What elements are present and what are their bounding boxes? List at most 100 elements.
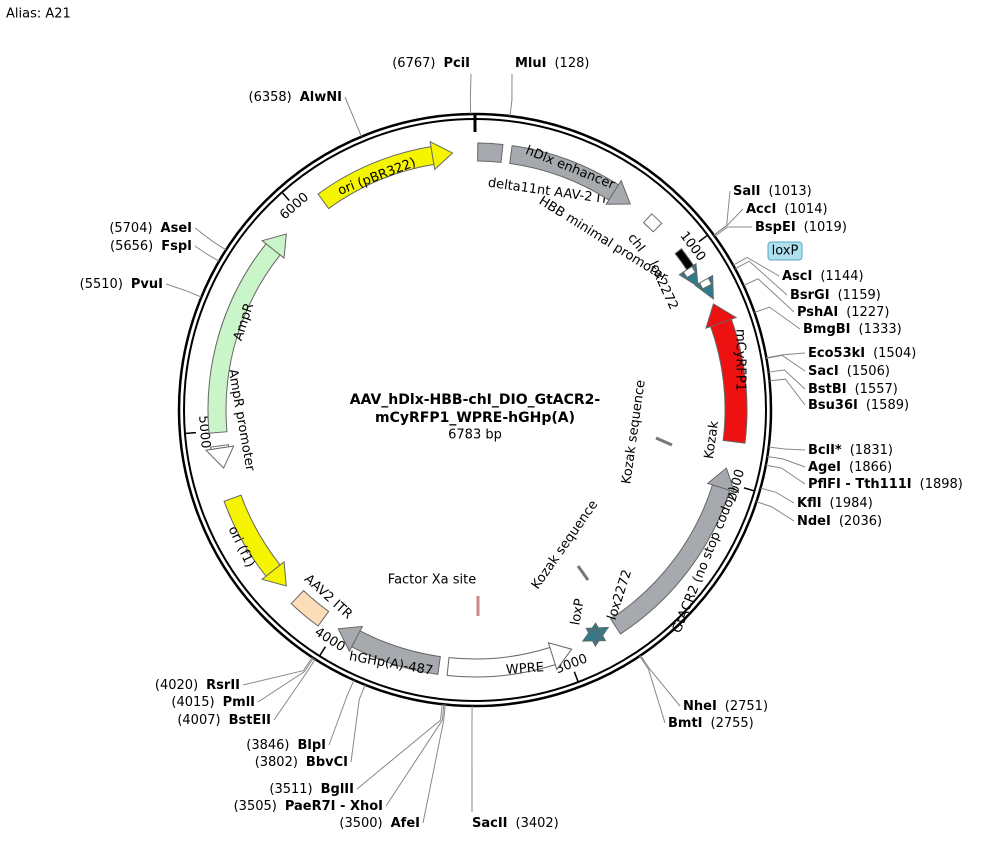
site-name: BstEII <box>229 713 271 728</box>
kozak-mark <box>576 565 590 581</box>
site-leader <box>194 227 227 251</box>
site-leader <box>756 501 795 522</box>
site-name: KflI <box>797 496 822 511</box>
tick-mark <box>318 646 327 657</box>
site-label: (4007) BstEII <box>177 713 271 728</box>
site-label: BmtI (2755) <box>668 716 754 731</box>
site-name: PaeR7I - XhoI <box>285 799 383 814</box>
site-position: (1333) <box>859 322 902 337</box>
site-name: BspEI <box>755 220 796 235</box>
site-label: Bsu36I (1589) <box>808 398 909 413</box>
site-leader <box>760 487 795 504</box>
site-label: (5656) FspI <box>110 239 192 254</box>
site-label: BsrGI (1159) <box>790 288 881 303</box>
feature-label-box <box>767 241 803 261</box>
site-leader <box>754 306 801 330</box>
map-title: AAV_hDlx-HBB-chI_DIO_GtACR2- <box>350 392 601 408</box>
site-position: (4020) <box>155 678 198 693</box>
tick-mark <box>573 671 579 683</box>
site-name: PvuI <box>131 277 163 292</box>
site-label: Eco53kI (1504) <box>808 346 916 361</box>
site-name: BclI* <box>808 443 842 458</box>
feature-shape <box>705 303 748 444</box>
feature-shape <box>207 233 287 434</box>
tick-label: 6000 <box>277 190 312 223</box>
site-leader <box>743 278 795 313</box>
site-name: BstBI <box>808 382 847 397</box>
site-position: (3505) <box>234 799 277 814</box>
site-leader <box>328 679 355 746</box>
feature-shape <box>581 622 607 642</box>
site-name: NdeI <box>797 514 831 529</box>
site-leader <box>194 245 220 262</box>
site-label: BclI* (1831) <box>808 443 893 458</box>
site-leader <box>509 73 513 117</box>
site-leader <box>713 208 744 236</box>
site-label: (3511) BglII <box>269 782 354 797</box>
alias: Alias: A21 <box>6 7 71 22</box>
site-name: FspI <box>161 239 192 254</box>
site-label: (3846) BlpI <box>246 738 326 753</box>
site-name: RsrII <box>206 678 240 693</box>
site-leader <box>769 378 806 406</box>
site-name: AfeI <box>391 816 420 831</box>
site-position: (1898) <box>920 477 963 492</box>
feature-shape <box>509 145 631 205</box>
tick-mark <box>698 234 709 243</box>
site-leader <box>165 283 202 298</box>
feature-label: AmpR promoter <box>225 368 258 473</box>
site-label: SacI (1506) <box>808 364 890 379</box>
feature-shape <box>204 444 235 469</box>
site-leader <box>768 446 806 451</box>
site-name: BmgBI <box>803 322 851 337</box>
site-position: (3402) <box>516 816 559 831</box>
feature-shape <box>642 213 663 233</box>
site-name: PflFI - Tth111I <box>808 477 912 492</box>
site-position: (4015) <box>171 695 214 710</box>
site-name: PciI <box>443 56 470 71</box>
site-position: (6767) <box>392 56 435 71</box>
feature-shape <box>317 140 454 210</box>
site-name: SacII <box>472 816 508 831</box>
site-name: PmlI <box>223 695 255 710</box>
site-leader <box>350 684 366 763</box>
site-label: SalI (1013) <box>733 184 812 199</box>
site-label: SacII (3402) <box>472 816 559 831</box>
site-leader <box>273 658 316 721</box>
site-leader <box>768 369 806 390</box>
site-name: PshAI <box>797 305 838 320</box>
site-label: (3500) AfeI <box>339 816 420 831</box>
site-name: SalI <box>733 184 760 199</box>
site-position: (5656) <box>110 239 153 254</box>
site-label: (4015) PmlI <box>171 695 255 710</box>
site-name: SacI <box>808 364 839 379</box>
site-position: (5510) <box>80 277 123 292</box>
site-position: (1159) <box>838 288 881 303</box>
site-leader <box>469 73 472 115</box>
feature-shape <box>446 641 573 678</box>
site-name: AgeI <box>808 460 841 475</box>
site-name: Bsu36I <box>808 398 858 413</box>
feature-label: loxP <box>568 597 587 626</box>
site-label: PshAI (1227) <box>797 305 889 320</box>
site-name: AseI <box>161 221 192 236</box>
site-name: BmtI <box>668 716 703 731</box>
site-leader <box>732 256 780 277</box>
feature-shape <box>477 142 504 163</box>
feature-shape <box>337 625 441 675</box>
map-length: 6783 bp <box>448 428 502 443</box>
site-position: (1589) <box>866 398 909 413</box>
site-position: (1506) <box>847 364 890 379</box>
site-leader <box>242 656 313 686</box>
site-position: (4007) <box>177 713 220 728</box>
site-label: (3802) BbvCI <box>255 755 348 770</box>
site-position: (1019) <box>804 220 847 235</box>
site-label: BspEI (1019) <box>755 220 847 235</box>
feature-label: mCyRFP1 <box>733 329 748 391</box>
site-label: (6767) PciI <box>392 56 470 71</box>
site-leader <box>639 655 666 724</box>
feature-shape <box>678 262 699 288</box>
site-label: AgeI (1866) <box>808 460 892 475</box>
site-label: NdeI (2036) <box>797 514 882 529</box>
